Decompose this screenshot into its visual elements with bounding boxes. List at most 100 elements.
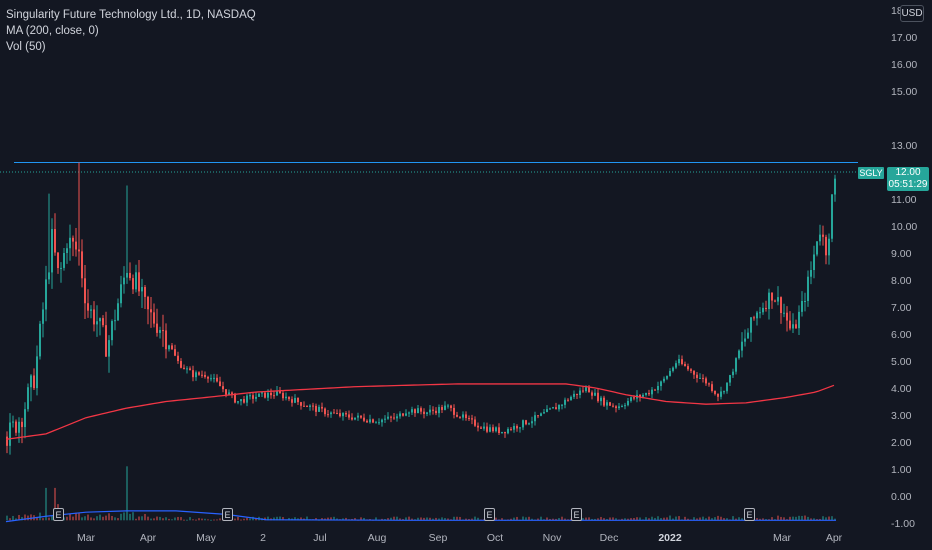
volume-bar (825, 517, 827, 521)
candle-body (804, 300, 806, 302)
candle-body (267, 392, 269, 398)
candle-body (504, 431, 506, 434)
candle-body (402, 413, 404, 416)
x-tick-label: Mar (77, 532, 96, 544)
candle-body (276, 390, 278, 396)
y-tick-label: 9.00 (891, 248, 912, 260)
volume-bar (663, 517, 665, 521)
volume-bar (201, 518, 203, 521)
volume-bar (792, 516, 794, 521)
volume-bar (153, 518, 155, 521)
volume-bar (780, 516, 782, 521)
candle-body (795, 324, 797, 329)
currency-selector[interactable]: USD (900, 5, 924, 22)
volume-bar (264, 517, 266, 521)
candle-body (333, 412, 335, 414)
candle-body (180, 361, 182, 368)
candle-body (606, 402, 608, 406)
y-tick-label: 13.00 (891, 140, 917, 152)
volume-bar (18, 514, 20, 521)
candle-body (48, 272, 50, 280)
candle-body (24, 409, 26, 428)
candle-body (243, 399, 245, 403)
candle-body (447, 405, 449, 407)
candle-body (486, 426, 488, 432)
candle-body (414, 409, 416, 414)
candle-body (336, 413, 338, 415)
volume-bar (651, 516, 653, 521)
candle-body (306, 406, 308, 408)
candle-body (183, 367, 185, 369)
candle-body (540, 413, 542, 416)
candle-body (177, 355, 179, 362)
volume-bar (393, 516, 395, 521)
candle-body (732, 371, 734, 376)
volume-bar (54, 487, 56, 521)
candle-body (162, 330, 164, 332)
candle-body (156, 323, 158, 333)
volume-bar (120, 513, 122, 521)
volume-bar (159, 516, 161, 521)
x-tick-label: Mar (773, 532, 792, 544)
volume-bar (411, 518, 413, 521)
volume-bar (678, 516, 680, 521)
y-tick-label: 11.00 (891, 194, 917, 206)
earnings-badge[interactable]: E (53, 508, 64, 521)
volume-bar (495, 517, 497, 521)
candle-body (510, 428, 512, 430)
volume-bar (633, 517, 635, 521)
candle-body (408, 412, 410, 414)
candle-body (201, 374, 203, 376)
volume-bar (510, 518, 512, 521)
candle-body (576, 393, 578, 396)
candle-body (384, 418, 386, 420)
volume-bar (336, 518, 338, 521)
volume-bar (600, 516, 602, 521)
volume-bar (69, 513, 71, 521)
volume-bar (672, 518, 674, 521)
candle-body (174, 349, 176, 356)
earnings-badge[interactable]: E (571, 508, 582, 521)
volume-bar (810, 518, 812, 521)
volume-bar (147, 516, 149, 521)
candle-body (411, 409, 413, 413)
candle-body (321, 406, 323, 409)
earnings-badge[interactable]: E (222, 508, 233, 521)
volume-bar (183, 519, 185, 521)
candle-body (207, 376, 209, 379)
candle-body (216, 377, 218, 382)
volume-bar (603, 518, 605, 521)
candle-body (270, 392, 272, 396)
volume-bar (276, 516, 278, 521)
candle-body (246, 395, 248, 403)
volume-bar (144, 513, 146, 521)
candle-body (285, 396, 287, 399)
candle-body (348, 414, 350, 418)
earnings-badge[interactable]: E (744, 508, 755, 521)
candle-body (108, 340, 110, 357)
volume-bar (816, 519, 818, 521)
candle-body (831, 194, 833, 239)
candle-body (762, 307, 764, 313)
volume-bar (96, 516, 98, 521)
candle-body (579, 390, 581, 396)
candle-body (426, 412, 428, 414)
volume-bar (546, 517, 548, 521)
legend-title: Singularity Future Technology Ltd., 1D, … (6, 9, 256, 21)
candle-body (834, 178, 836, 195)
candle-body (690, 369, 692, 371)
candle-body (783, 312, 785, 314)
volume-bar (117, 518, 119, 521)
candle-body (36, 356, 38, 389)
volume-bar (360, 517, 362, 521)
candle-body (297, 397, 299, 403)
candle-body (279, 390, 281, 393)
volume-bar (243, 518, 245, 521)
x-tick-label: Oct (487, 532, 503, 544)
earnings-badge[interactable]: E (484, 508, 495, 521)
candle-body (525, 420, 527, 425)
candle-body (87, 303, 89, 311)
y-tick-label: 5.00 (891, 356, 912, 368)
volume-bar (738, 517, 740, 521)
